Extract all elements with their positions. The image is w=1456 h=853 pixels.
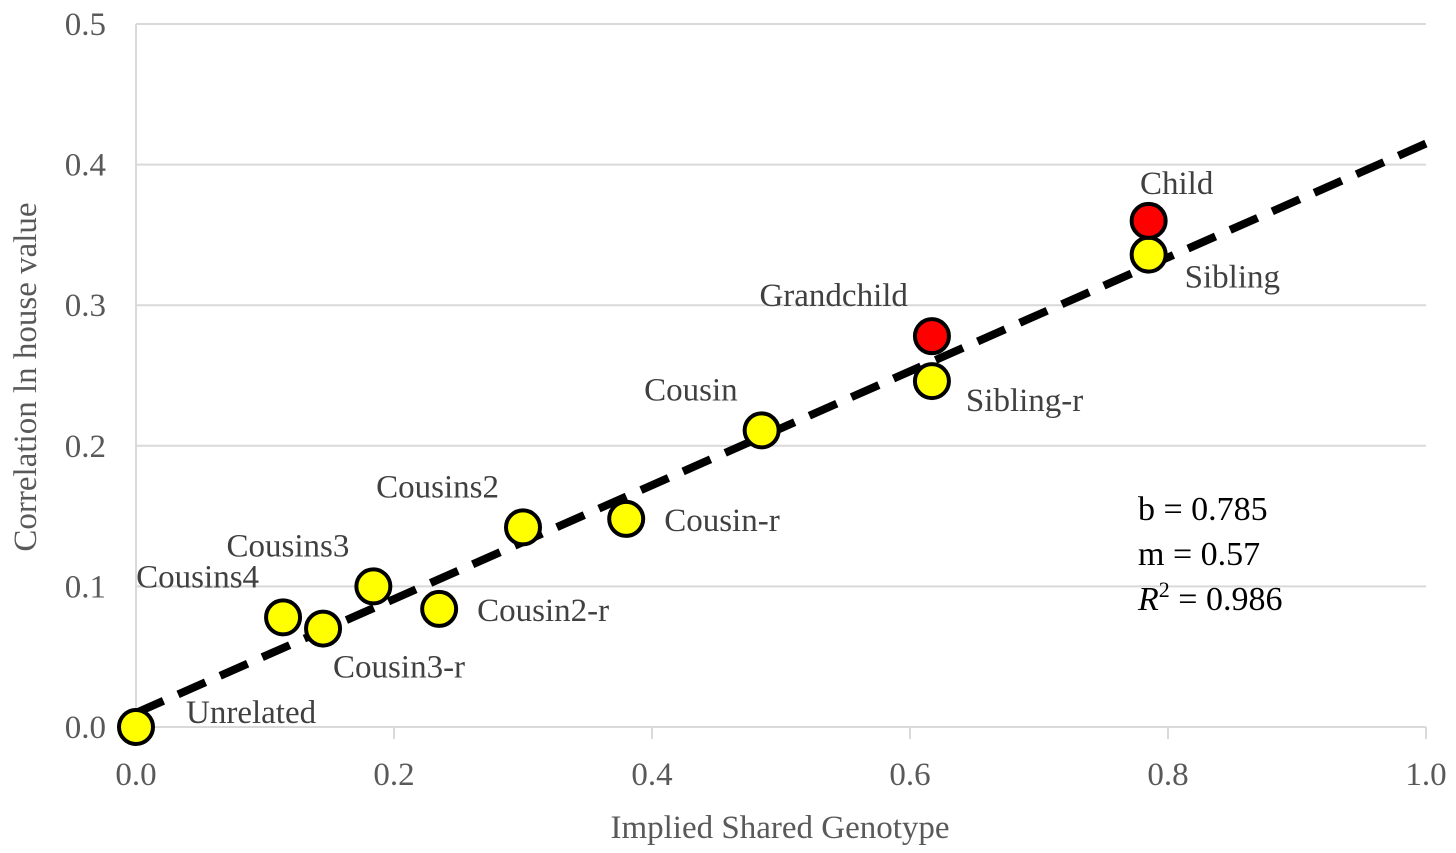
x-tick-label: 0.0 (115, 757, 156, 793)
x-tick-label: 0.8 (1147, 757, 1188, 793)
axes (135, 24, 1427, 739)
stat-b: b = 0.785 (1138, 491, 1268, 528)
x-tick-label: 0.6 (889, 757, 930, 793)
stat-r2: R2 = 0.986 (1137, 577, 1282, 618)
x-tick-label: 1.0 (1405, 757, 1446, 793)
y-tick-label: 0.3 (65, 288, 106, 324)
point-cousins2 (504, 508, 542, 547)
x-axis-title: Implied Shared Genotype (610, 810, 949, 846)
point-cousin-r (607, 499, 646, 538)
point-grandchild (912, 317, 951, 356)
y-tick-label: 0.0 (65, 710, 106, 746)
point-label-cousins4: Cousins4 (136, 559, 259, 595)
y-axis-title: Correlation ln house value (8, 202, 44, 551)
x-tick-label: 0.2 (373, 757, 414, 793)
stat-r2-symbol: R (1137, 581, 1159, 618)
point-cousin (742, 411, 781, 450)
regression-stats: b = 0.785 m = 0.57 R2 = 0.986 (1137, 491, 1282, 618)
point-label-sibling: Sibling (1185, 260, 1280, 296)
point-cousins4 (264, 598, 303, 637)
point-unrelated (117, 708, 155, 746)
point-label-child: Child (1140, 166, 1214, 202)
y-tick-label: 0.2 (65, 429, 106, 465)
stat-m: m = 0.57 (1138, 536, 1260, 573)
point-cousin2-r (420, 589, 459, 628)
y-tick-label: 0.5 (65, 7, 106, 43)
x-tick-label: 0.4 (631, 757, 672, 793)
y-tick-label: 0.1 (65, 569, 106, 605)
point-labels: Unrelated Cousins4 Cousin3-r Cousins3 Cousin… (136, 166, 1280, 731)
point-sibling (1129, 235, 1168, 274)
data-points (117, 201, 1168, 746)
stat-r2-exponent: 2 (1159, 577, 1170, 602)
point-label-grandchild: Grandchild (759, 278, 908, 314)
stat-r2-value: = 0.986 (1170, 581, 1283, 618)
point-label-cousins3: Cousins3 (226, 528, 349, 564)
point-sibling-r (912, 362, 951, 401)
tick-labels: 0.0 0.1 0.2 0.3 0.4 0.5 0.0 0.2 0.4 0.6 0.8 1.0 (65, 7, 1447, 793)
point-label-cousin2-r: Cousin2-r (477, 593, 609, 629)
point-label-cousin: Cousin (644, 372, 738, 408)
point-label-cousin-r: Cousin-r (664, 503, 780, 539)
point-label-sibling-r: Sibling-r (966, 383, 1083, 419)
gridlines (136, 23, 1426, 588)
point-child (1129, 201, 1168, 240)
point-cousins3 (354, 567, 393, 606)
point-label-cousins2: Cousins2 (376, 469, 499, 505)
point-label-unrelated: Unrelated (186, 695, 317, 731)
point-label-cousin3-r: Cousin3-r (333, 650, 465, 686)
trendline-dashed (134, 139, 1428, 717)
point-cousin3-r (304, 609, 343, 648)
trendline (134, 139, 1428, 717)
y-tick-label: 0.4 (65, 148, 106, 184)
